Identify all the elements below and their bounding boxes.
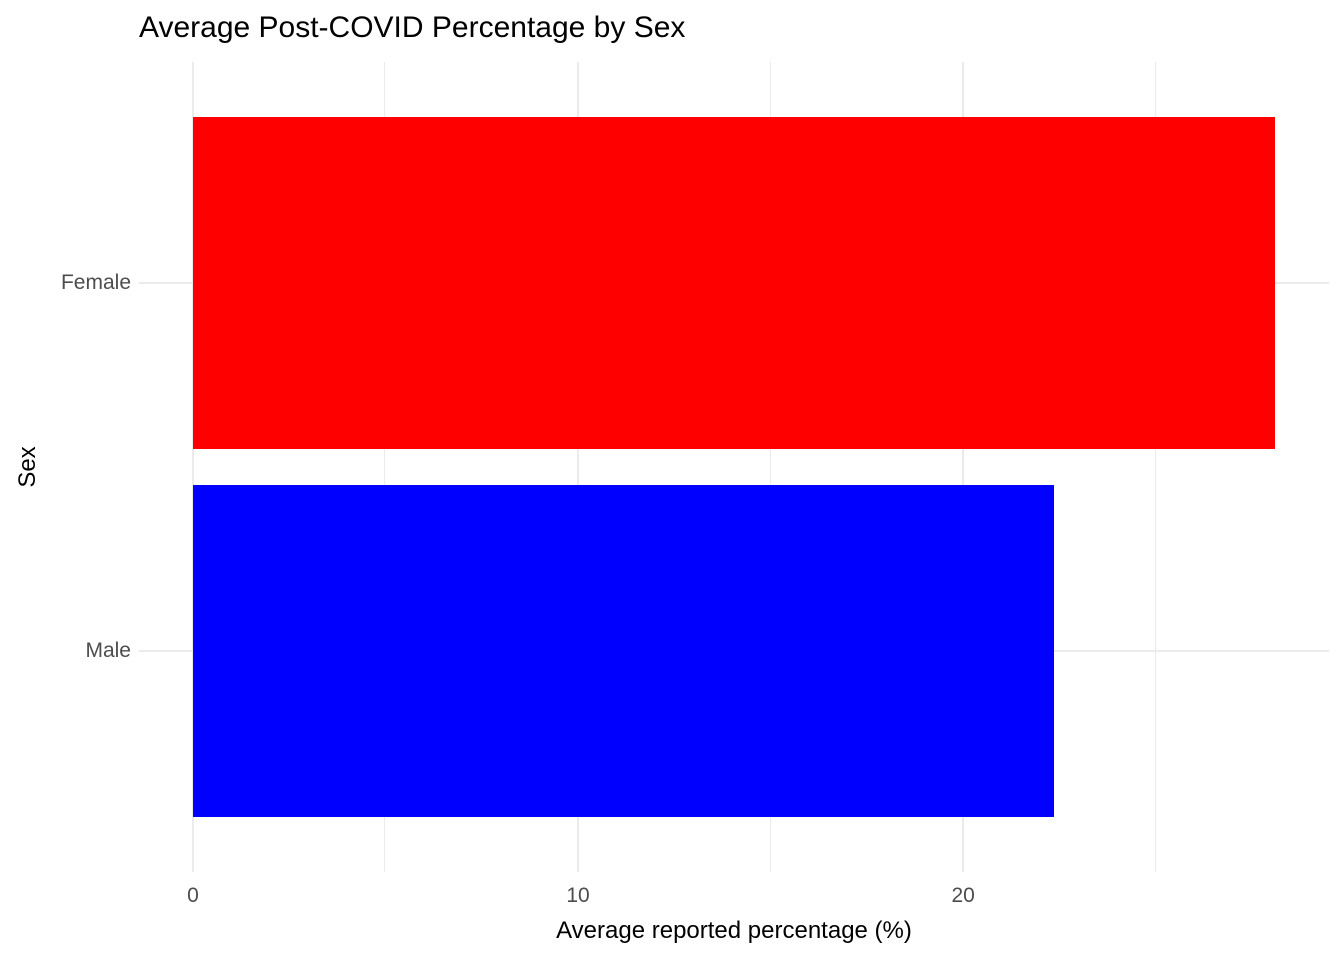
bar-female bbox=[192, 117, 1276, 449]
minor-gridline bbox=[384, 62, 386, 872]
y-tick-label-female: Female bbox=[60, 270, 131, 294]
major-gridline bbox=[962, 62, 965, 872]
minor-gridline bbox=[1154, 62, 1156, 872]
x-tick-label-10: 10 bbox=[566, 884, 590, 907]
plot-area bbox=[139, 62, 1329, 872]
x-tick-label-20: 20 bbox=[951, 884, 975, 907]
x-tick-label-0: 0 bbox=[187, 884, 199, 907]
chart-title: Average Post-COVID Percentage by Sex bbox=[139, 11, 686, 44]
major-gridline bbox=[191, 62, 194, 872]
major-gridline bbox=[577, 62, 580, 872]
y-tick-label-male: Male bbox=[85, 639, 131, 663]
y-axis-title: Sex bbox=[14, 446, 41, 488]
bar-male bbox=[192, 485, 1054, 817]
x-axis-title: Average reported percentage (%) bbox=[556, 917, 912, 944]
minor-gridline bbox=[769, 62, 771, 872]
